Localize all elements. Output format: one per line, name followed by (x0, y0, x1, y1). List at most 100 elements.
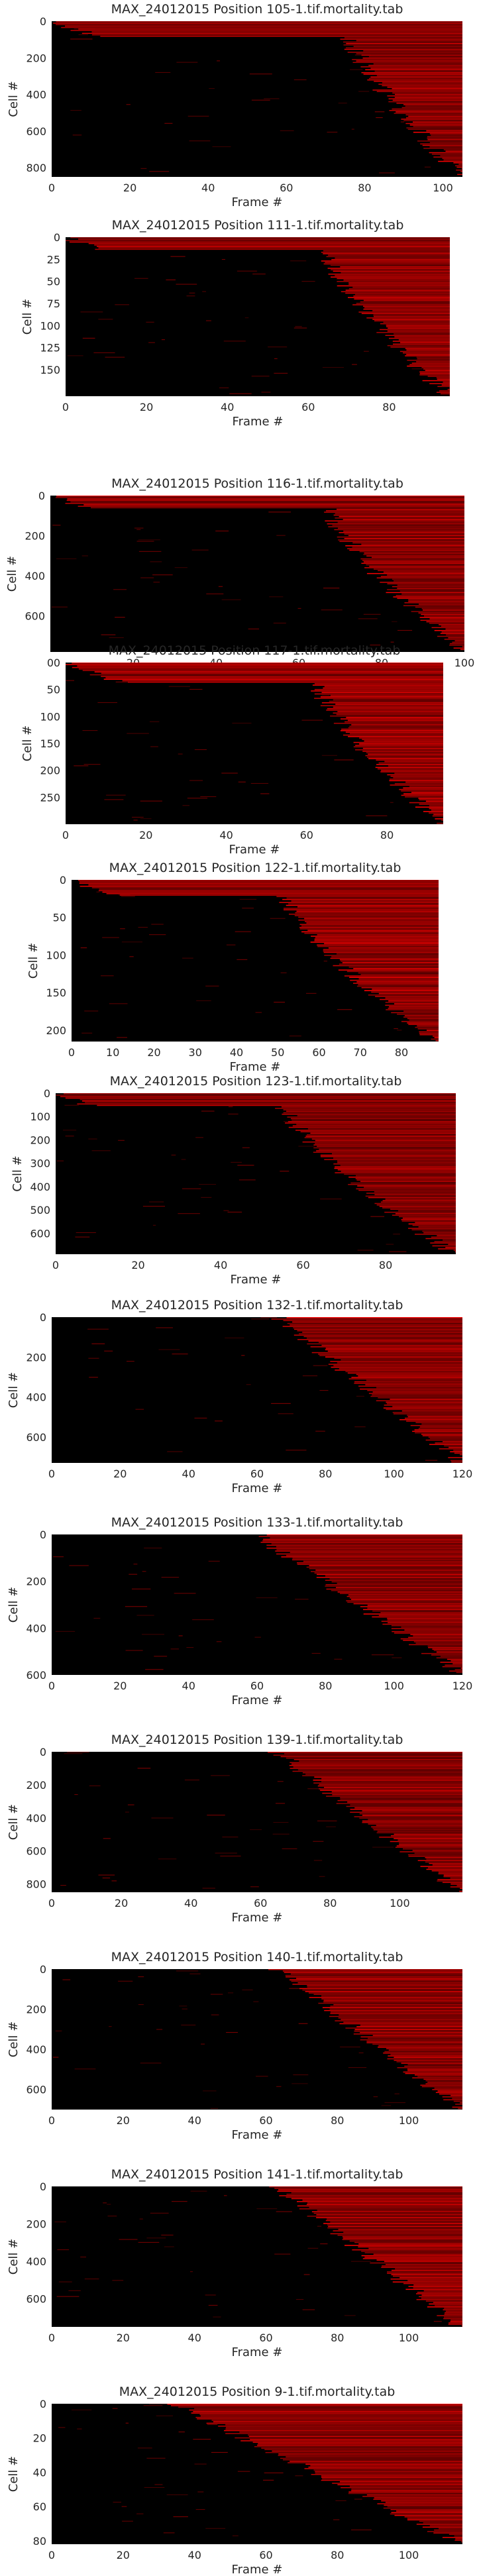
heatmap-row-segment (325, 1585, 462, 1587)
heatmap-row-segment (391, 1625, 462, 1627)
x-tick-label: 80 (380, 829, 394, 841)
heatmap-speckle (103, 2202, 107, 2204)
heatmap-row-segment (361, 563, 464, 564)
heatmap-speckle (319, 1876, 325, 1877)
heatmap-row-segment (405, 114, 462, 116)
heatmap-row-segment (334, 1358, 462, 1360)
heatmap-row-segment (322, 2478, 462, 2480)
heatmap-row-segment (88, 242, 450, 244)
x-tick-label: 60 (312, 1046, 325, 1059)
heatmap-row-segment (365, 1195, 456, 1197)
heatmap-row-segment (348, 1176, 456, 1178)
heatmap-row-segment (382, 1207, 456, 1208)
heatmap-row-segment (432, 1864, 462, 1866)
heatmap-row-segment (388, 2049, 462, 2051)
heatmap-row-segment (81, 32, 463, 34)
heatmap-speckle (140, 168, 147, 169)
heatmap-row-segment (275, 1550, 462, 1552)
heatmap-row-segment (427, 1030, 439, 1031)
heatmap-row-segment (374, 320, 450, 321)
heatmap-row-segment (337, 1362, 462, 1364)
heatmap-row-segment (358, 311, 450, 313)
x-tick-label: 40 (188, 2332, 201, 2344)
heatmap-speckle (195, 2509, 205, 2510)
heatmap-row-segment (392, 108, 462, 110)
heatmap-row-segment (301, 925, 439, 927)
heatmap-row-segment (421, 608, 464, 610)
heatmap-row-segment (329, 2015, 462, 2017)
heatmap-row-segment (418, 1428, 462, 1429)
heatmap-speckle (208, 2304, 218, 2306)
heatmap-speckle (55, 1631, 76, 1632)
x-axis-label: Frame # (233, 415, 284, 429)
heatmap-row-segment (450, 1877, 462, 1879)
heatmap-row-segment (450, 1460, 462, 1462)
heatmap-speckle (118, 1140, 125, 1141)
x-tick-label: 20 (115, 1897, 128, 1909)
heatmap-row-segment (397, 584, 464, 586)
heatmap-speckle (313, 1841, 324, 1842)
heatmap-speckle (224, 2195, 227, 2196)
heatmap-row-segment (444, 2316, 462, 2318)
heatmap-row-segment (97, 246, 450, 247)
heatmap-row-segment (346, 971, 439, 973)
heatmap-row-segment (323, 950, 439, 952)
heatmap-row-segment (384, 2051, 462, 2053)
x-tick-label: 80 (323, 1897, 337, 1909)
heatmap-row-segment (363, 74, 462, 75)
heatmap-speckle (120, 928, 125, 930)
heatmap-row-segment (360, 2024, 462, 2026)
heatmap-row-segment (325, 1584, 462, 1585)
heatmap-row-segment (403, 120, 462, 121)
y-tick-label: 150 (46, 987, 66, 999)
heatmap-speckle (293, 2074, 309, 2076)
heatmap-row-segment (289, 914, 439, 915)
heatmap-row-segment (70, 30, 462, 31)
heatmap-row-segment (248, 2434, 462, 2436)
heatmap-row-segment (363, 50, 462, 52)
heatmap-row-segment (345, 2027, 462, 2029)
heatmap-row-segment (335, 517, 464, 519)
y-tick-label: 250 (40, 791, 60, 804)
heatmap-row-segment (321, 260, 450, 262)
x-axis-label: Frame # (232, 1693, 283, 1707)
heatmap-row-segment (405, 1417, 462, 1419)
heatmap-row-segment (401, 794, 443, 796)
heatmap-row-segment (98, 247, 450, 248)
heatmap-speckle (241, 1355, 245, 1356)
heatmap-row-segment (282, 1970, 462, 1972)
heatmap-row-segment (404, 1629, 462, 1631)
heatmap-row-segment (407, 2280, 462, 2281)
heatmap-row-segment (95, 248, 450, 250)
heatmap-row-segment (343, 279, 450, 281)
heatmap-speckle (121, 2506, 127, 2507)
heatmap-row-segment (371, 991, 439, 993)
heatmap-panel: MAX_24012015 Position 116-1.tif.mortalit… (5, 476, 474, 684)
heatmap-row-segment (349, 2240, 462, 2242)
heatmap-row-segment (278, 2455, 462, 2456)
heatmap-row-segment (82, 670, 443, 671)
heatmap-row-segment (60, 1096, 456, 1097)
heatmap-speckle (254, 1637, 261, 1638)
x-tick-label: 20 (113, 1680, 127, 1692)
heatmap-row-segment (450, 1886, 462, 1888)
heatmap-row-segment (80, 885, 439, 887)
heatmap-row-segment (443, 1874, 462, 1876)
heatmap-speckle (290, 260, 307, 262)
y-tick-label: 400 (25, 570, 45, 582)
heatmap-row-segment (77, 1103, 456, 1104)
heatmap-row-segment (276, 1549, 462, 1550)
heatmap-row-segment (349, 1597, 462, 1599)
heatmap-row-segment (387, 2506, 462, 2508)
heatmap-row-segment (328, 2226, 462, 2227)
heatmap-row-segment (364, 2257, 462, 2258)
heatmap-row-segment (325, 1349, 462, 1350)
heatmap-speckle (118, 1980, 133, 1982)
heatmap-row-segment (421, 1434, 462, 1435)
heatmap-row-segment (345, 545, 464, 547)
heatmap-row-segment (407, 365, 450, 367)
heatmap-row-segment (441, 820, 443, 821)
heatmap-speckle (344, 2315, 356, 2316)
heatmap-row-segment (394, 113, 462, 114)
x-tick-label: 70 (354, 1046, 367, 1059)
